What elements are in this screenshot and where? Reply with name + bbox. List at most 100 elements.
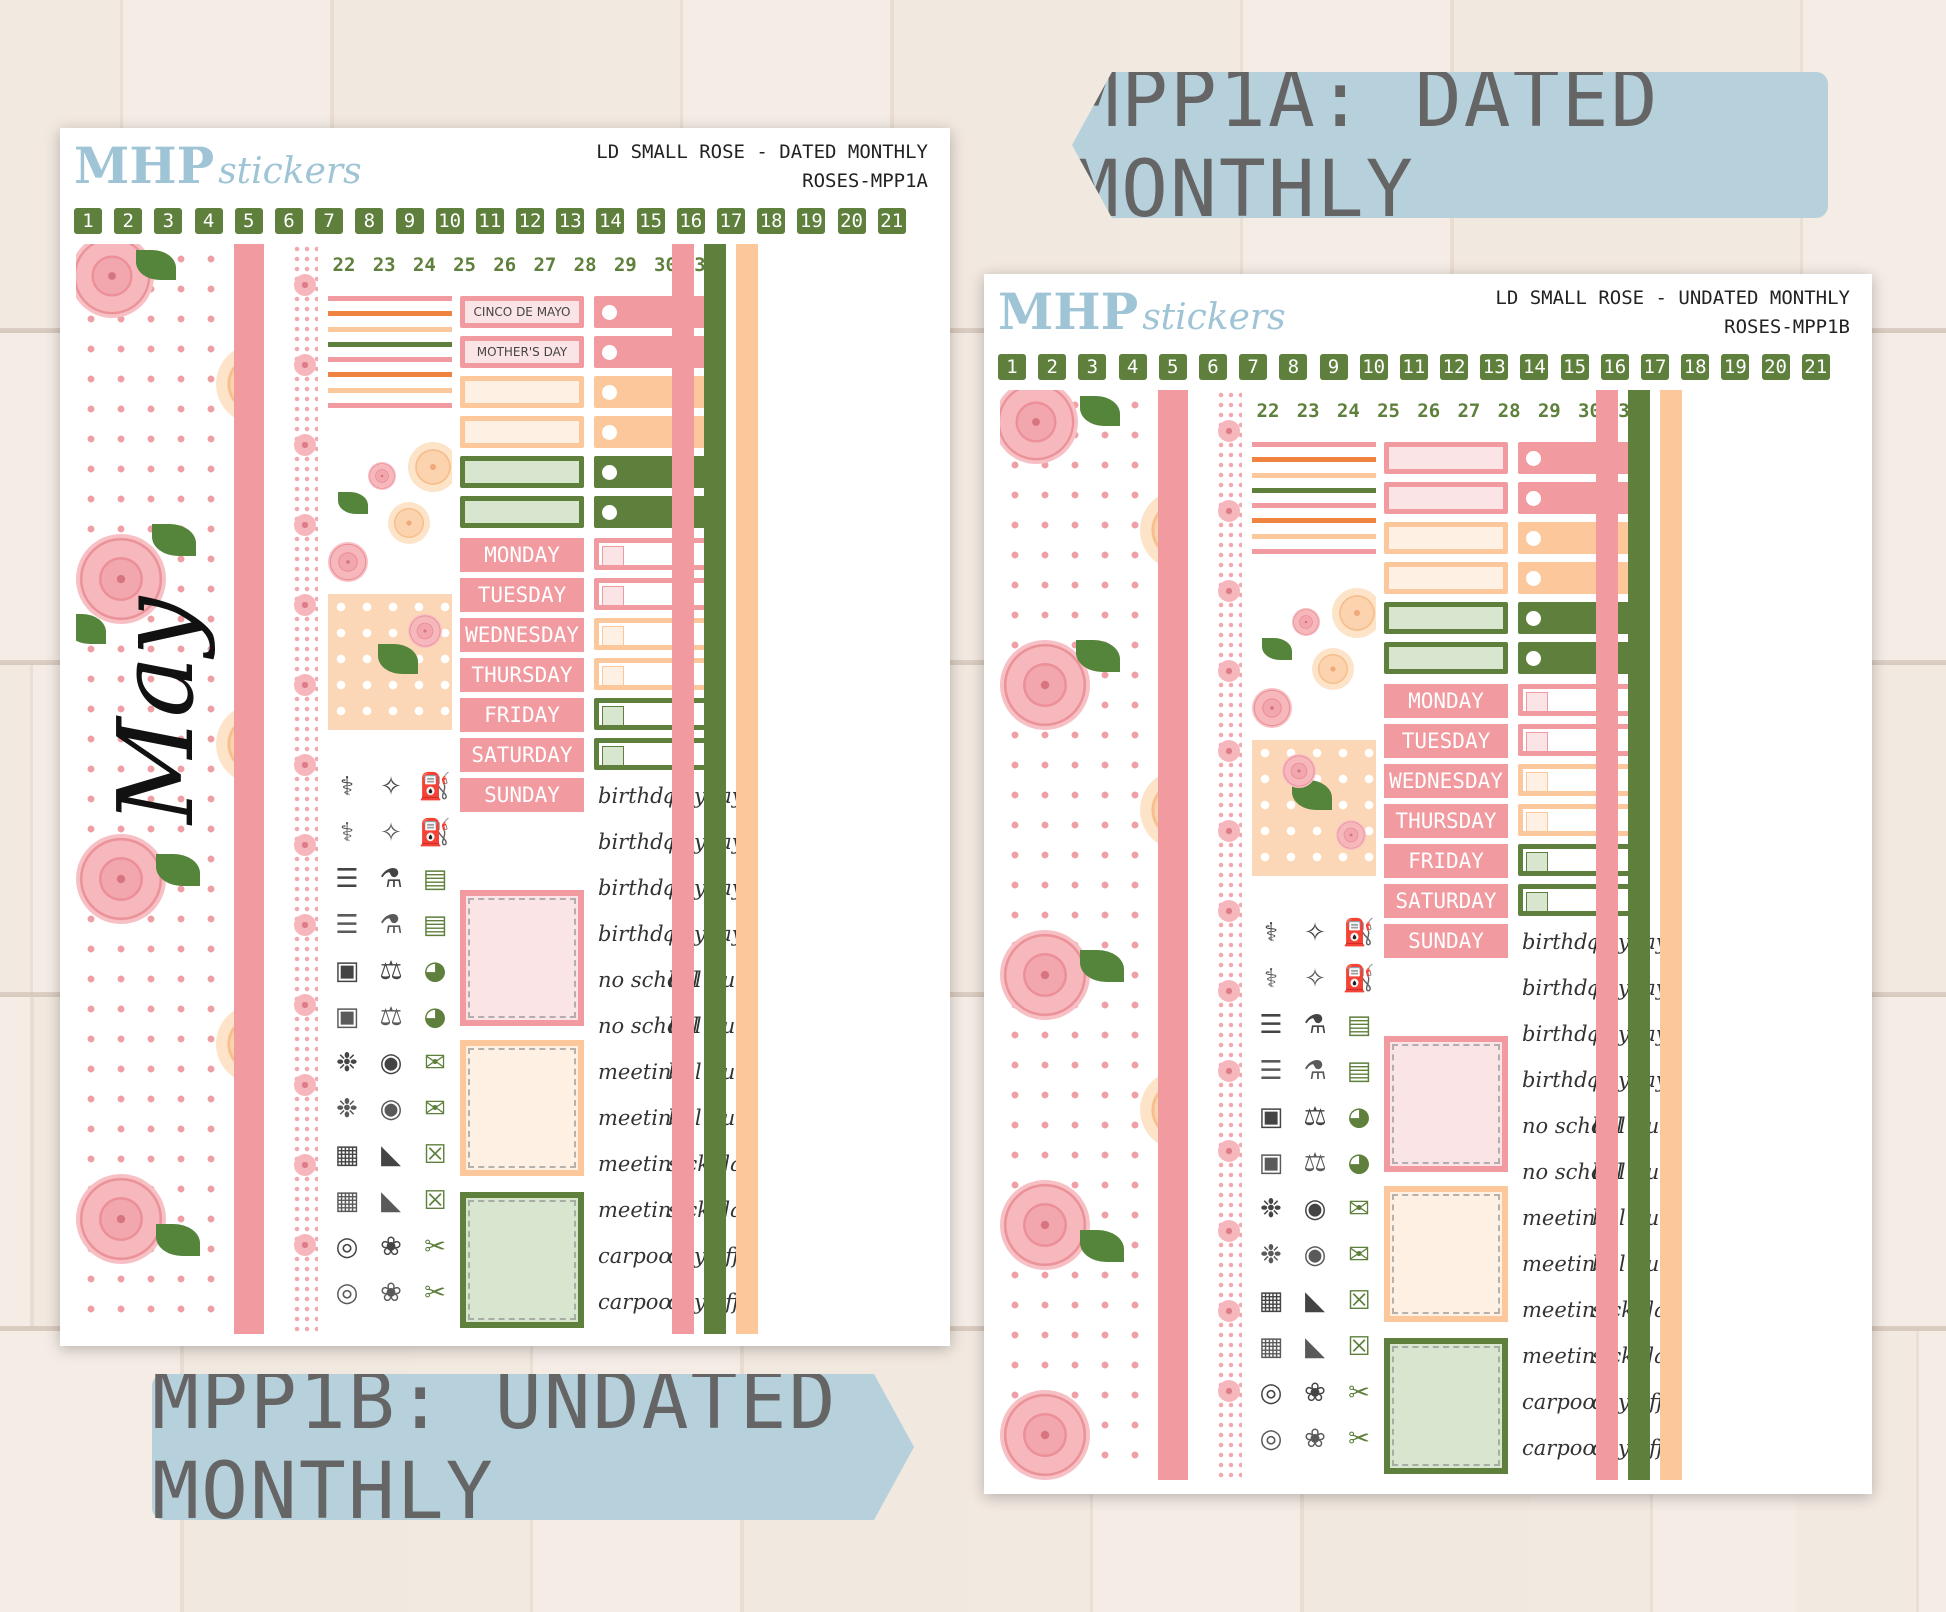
day-label: FRIDAY (460, 698, 584, 732)
label-box: MOTHER'S DAY (460, 336, 584, 368)
date-number: 22 (1256, 400, 1280, 422)
washing-machine-icon: ◎ (335, 1232, 359, 1262)
circle-label-box (594, 336, 718, 368)
green-right-strip (1628, 390, 1650, 1480)
envelope-icon: ✉ (1348, 1240, 1370, 1270)
circle-label-box (594, 296, 718, 328)
circle-label-box (1518, 562, 1642, 594)
dumbbell-icon: ◉ (1303, 1240, 1327, 1270)
floral-pattern-box (328, 442, 452, 584)
word-sticker: carpool (1522, 1390, 1602, 1414)
label-box (1384, 482, 1508, 514)
label-box-inner (1389, 607, 1503, 629)
label-box (1384, 642, 1508, 674)
checkbox-label-box (594, 618, 718, 650)
date-number: 14 (596, 208, 625, 234)
date-number: 30 (654, 254, 677, 276)
date-number: 29 (1537, 400, 1561, 422)
word-sticker: meeting (1522, 1344, 1609, 1368)
gas-pump-icon: ⛽ (1342, 918, 1376, 948)
stethoscope-icon: ❉ (336, 1094, 358, 1124)
package-icon: ▣ (1258, 1148, 1284, 1178)
date-number: 16 (1600, 354, 1629, 380)
sneaker-icon: ◣ (1305, 1332, 1325, 1362)
package-icon: ▣ (1258, 1102, 1284, 1132)
date-number: 9 (395, 208, 424, 234)
dotted-vertical-strip (1216, 390, 1242, 1480)
brand-logo: MHP stickers (998, 282, 1286, 341)
month-label: May (95, 596, 217, 824)
green-right-strip (704, 244, 726, 1334)
dumbbell-icon: ◉ (379, 1094, 403, 1124)
scale-icon: ⚖ (379, 956, 403, 986)
date-number: 22 (332, 254, 356, 276)
piggy-bank-icon: ◕ (1347, 1148, 1371, 1178)
date-number: 1 (74, 208, 102, 234)
trash-can-icon: ☒ (1347, 1332, 1371, 1362)
word-sticker: meeting (598, 1152, 685, 1176)
date-number: 3 (1078, 354, 1107, 380)
pill-bottle-icon: ⚕ (1263, 918, 1279, 948)
notes-box-green (460, 1192, 584, 1328)
circle-label-box (594, 416, 718, 448)
peach-dot-box (328, 594, 452, 730)
date-number: 8 (1279, 354, 1308, 380)
date-number: 6 (274, 208, 303, 234)
book-icon: ▤ (1346, 1056, 1372, 1086)
date-number: 30 (1578, 400, 1601, 422)
word-sticker: meeting (1522, 1252, 1609, 1276)
date-number: 23 (372, 254, 396, 276)
label-box-inner (1389, 527, 1503, 549)
receipt-icon: ☰ (335, 910, 359, 940)
circle-dot (1526, 531, 1541, 546)
peach-right-strip (1660, 390, 1682, 1480)
day-label: SATURDAY (1384, 884, 1508, 918)
scissors-icon: ✂ (424, 1232, 446, 1262)
date-number: 7 (1239, 354, 1268, 380)
circle-dot (1526, 651, 1541, 666)
day-label: WEDNESDAY (1384, 764, 1508, 798)
cart-icon: ⚗ (1303, 1010, 1327, 1040)
checkbox-label-box (1518, 804, 1642, 836)
date-number: 29 (613, 254, 637, 276)
label-box (460, 416, 584, 448)
cart-icon: ⚗ (379, 864, 403, 894)
date-number: 19 (797, 208, 826, 234)
piggy-bank-icon: ◕ (423, 956, 447, 986)
day-label: TUESDAY (460, 578, 584, 612)
pink-right-strip (672, 244, 694, 1334)
date-number: 26 (1417, 400, 1441, 422)
book-icon: ▤ (422, 910, 448, 940)
stripe-block (328, 296, 452, 408)
sticker-sheet-undated: MHP stickers LD SMALL ROSE - UNDATED MONT… (984, 274, 1872, 1494)
tooth-icon: ✧ (380, 818, 402, 848)
sticker-sheet-dated: MHP stickers LD SMALL ROSE - DATED MONTHL… (60, 128, 950, 1346)
notes-box-peach (460, 1040, 584, 1176)
trash-can-icon: ☒ (1347, 1286, 1371, 1316)
gas-pump-icon: ⛽ (418, 772, 452, 802)
logo-main-text: MHP (998, 282, 1139, 341)
trash-can-icon: ☒ (423, 1186, 447, 1216)
day-label: MONDAY (1384, 684, 1508, 718)
date-number: 1 (998, 354, 1026, 380)
luggage-icon: ▦ (334, 1186, 360, 1216)
day-label: THURSDAY (1384, 804, 1508, 838)
washing-machine-icon: ◎ (1259, 1378, 1283, 1408)
checkbox-label-box (594, 738, 718, 770)
checkbox-label-box (1518, 844, 1642, 876)
checkbox-tab (602, 546, 624, 566)
peach-right-strip (736, 244, 758, 1334)
cake-icon: ❀ (380, 1232, 402, 1262)
pink-vertical-strip (234, 244, 264, 1334)
label-box-inner (1389, 567, 1503, 589)
envelope-icon: ✉ (424, 1048, 446, 1078)
circle-label-box (1518, 602, 1642, 634)
checkbox-label-box (1518, 684, 1642, 716)
sneaker-icon: ◣ (381, 1140, 401, 1170)
word-sticker: carpool (598, 1290, 678, 1314)
pill-bottle-icon: ⚕ (339, 818, 355, 848)
day-label: SUNDAY (460, 778, 584, 812)
date-number: 10 (435, 208, 464, 234)
tooth-icon: ✧ (1304, 964, 1326, 994)
pill-bottle-icon: ⚕ (1263, 964, 1279, 994)
